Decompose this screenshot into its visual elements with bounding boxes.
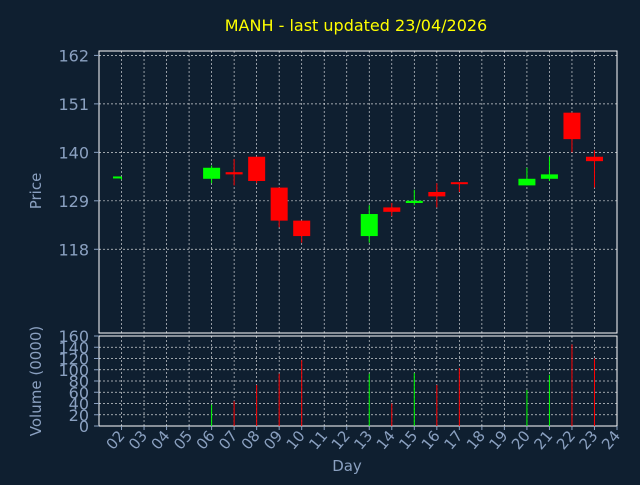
x-tick-label: 18 bbox=[463, 427, 489, 453]
x-tick-label: 16 bbox=[418, 427, 444, 453]
price-tick-label: 162 bbox=[58, 46, 89, 65]
x-tick-label: 03 bbox=[125, 427, 151, 453]
x-tick-label: 07 bbox=[215, 427, 241, 453]
x-tick-label: 11 bbox=[305, 427, 331, 453]
candle-13 bbox=[360, 205, 378, 243]
price-axis-label: Price bbox=[27, 173, 45, 210]
x-tick-label: 22 bbox=[553, 427, 579, 453]
price-tick-label: 129 bbox=[58, 192, 89, 211]
volume-tick-label: 80 bbox=[69, 372, 89, 391]
x-tick-label: 13 bbox=[350, 427, 376, 453]
price-tick-label: 140 bbox=[58, 143, 89, 162]
candle-20 bbox=[518, 167, 536, 186]
candle-body bbox=[450, 182, 468, 185]
x-tick-label: 06 bbox=[193, 427, 219, 453]
candle-16 bbox=[428, 183, 446, 208]
price-panel: 118 129 140 151 162 bbox=[58, 46, 618, 334]
x-tick-label: 23 bbox=[575, 427, 601, 453]
candle-body bbox=[360, 214, 378, 237]
volume-axis-label: Volume (0000) bbox=[27, 326, 45, 436]
candle-body bbox=[383, 207, 401, 212]
x-tick-label: 09 bbox=[260, 427, 286, 453]
volume-tick-label: 140 bbox=[58, 338, 89, 357]
x-tick-label: 19 bbox=[485, 427, 511, 453]
candle-body bbox=[540, 174, 558, 179]
volume-tick-label: 100 bbox=[58, 361, 89, 380]
x-tick-label: 15 bbox=[395, 427, 421, 453]
price-tick-label: 118 bbox=[58, 240, 89, 259]
candle-body bbox=[405, 200, 423, 204]
candle-08 bbox=[248, 156, 266, 184]
candle-body bbox=[518, 178, 536, 186]
volume-tick-label: 120 bbox=[58, 350, 89, 369]
x-tick-label: 14 bbox=[373, 427, 399, 453]
price-tick-label: 151 bbox=[58, 95, 89, 114]
x-tick-label: 10 bbox=[283, 427, 309, 453]
candle-22 bbox=[563, 112, 581, 153]
x-axis: 0203040506070809101112131415161718192021… bbox=[103, 426, 624, 453]
x-axis-label: Day bbox=[332, 457, 362, 475]
x-tick-label: 21 bbox=[530, 427, 556, 453]
candle-10 bbox=[293, 220, 311, 243]
x-tick-label: 20 bbox=[508, 427, 534, 453]
x-tick-label: 08 bbox=[238, 427, 264, 453]
candle-21 bbox=[540, 156, 558, 181]
x-tick-label: 02 bbox=[103, 427, 129, 453]
candle-23 bbox=[585, 150, 603, 188]
price-frame bbox=[98, 50, 618, 334]
candle-body bbox=[563, 112, 581, 140]
volume-tick-label: 160 bbox=[58, 327, 89, 346]
volume-tick-label: 20 bbox=[69, 406, 89, 425]
x-tick-label: 04 bbox=[148, 427, 174, 453]
candle-body bbox=[585, 156, 603, 162]
volume-tick-label: 0 bbox=[79, 417, 89, 436]
candle-15 bbox=[405, 189, 423, 206]
chart-title: MANH - last updated 23/04/2026 bbox=[225, 16, 487, 35]
candle-07 bbox=[225, 158, 243, 186]
candle-body bbox=[293, 220, 311, 237]
candle-17 bbox=[450, 182, 468, 192]
x-tick-label: 24 bbox=[598, 427, 624, 453]
candle-body bbox=[428, 192, 446, 197]
volume-tick-label: 60 bbox=[69, 383, 89, 402]
candle-body bbox=[203, 167, 221, 179]
candle-body bbox=[113, 176, 122, 179]
volume-tick-label: 40 bbox=[69, 395, 89, 414]
candle-body bbox=[270, 187, 288, 221]
candle-body bbox=[225, 172, 243, 175]
candle-02 bbox=[113, 176, 123, 180]
candle-body bbox=[248, 156, 266, 181]
candle-14 bbox=[383, 203, 401, 217]
candle-06 bbox=[203, 165, 221, 184]
x-tick-label: 17 bbox=[440, 427, 466, 453]
candle-09 bbox=[270, 187, 288, 228]
x-tick-label: 12 bbox=[328, 427, 354, 453]
x-tick-label: 05 bbox=[170, 427, 196, 453]
